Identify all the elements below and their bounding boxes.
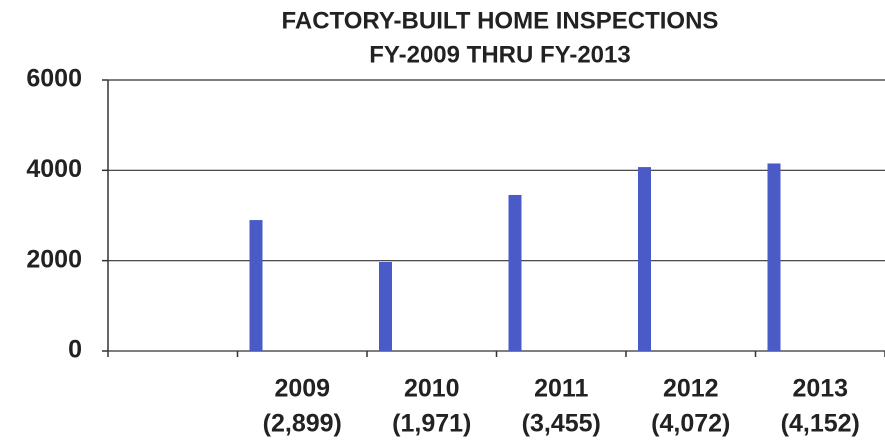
x-tick-label: 2012 bbox=[663, 375, 719, 403]
chart-title: FY-2009 THRU FY-2013 bbox=[369, 41, 630, 68]
bar bbox=[379, 261, 392, 351]
value-label: (4,072) bbox=[651, 410, 730, 438]
value-label: (2,899) bbox=[263, 410, 342, 438]
x-tick-label: 2009 bbox=[274, 375, 330, 403]
value-label: (3,455) bbox=[522, 410, 601, 438]
y-tick-label: 2000 bbox=[26, 245, 82, 273]
value-label: (1,971) bbox=[392, 410, 471, 438]
x-tick-label: 2013 bbox=[792, 375, 848, 403]
bar bbox=[249, 220, 263, 351]
y-tick-label: 0 bbox=[68, 336, 82, 364]
x-tick-label: 2010 bbox=[404, 375, 460, 403]
bar bbox=[638, 167, 651, 351]
value-label: (4,152) bbox=[781, 410, 860, 438]
bar bbox=[508, 194, 522, 351]
y-tick-label: 6000 bbox=[26, 65, 82, 93]
y-tick-label: 4000 bbox=[26, 155, 82, 183]
chart-title: FACTORY-BUILT HOME INSPECTIONS bbox=[282, 7, 719, 34]
bar bbox=[767, 163, 781, 351]
x-tick-label: 2011 bbox=[534, 375, 588, 403]
